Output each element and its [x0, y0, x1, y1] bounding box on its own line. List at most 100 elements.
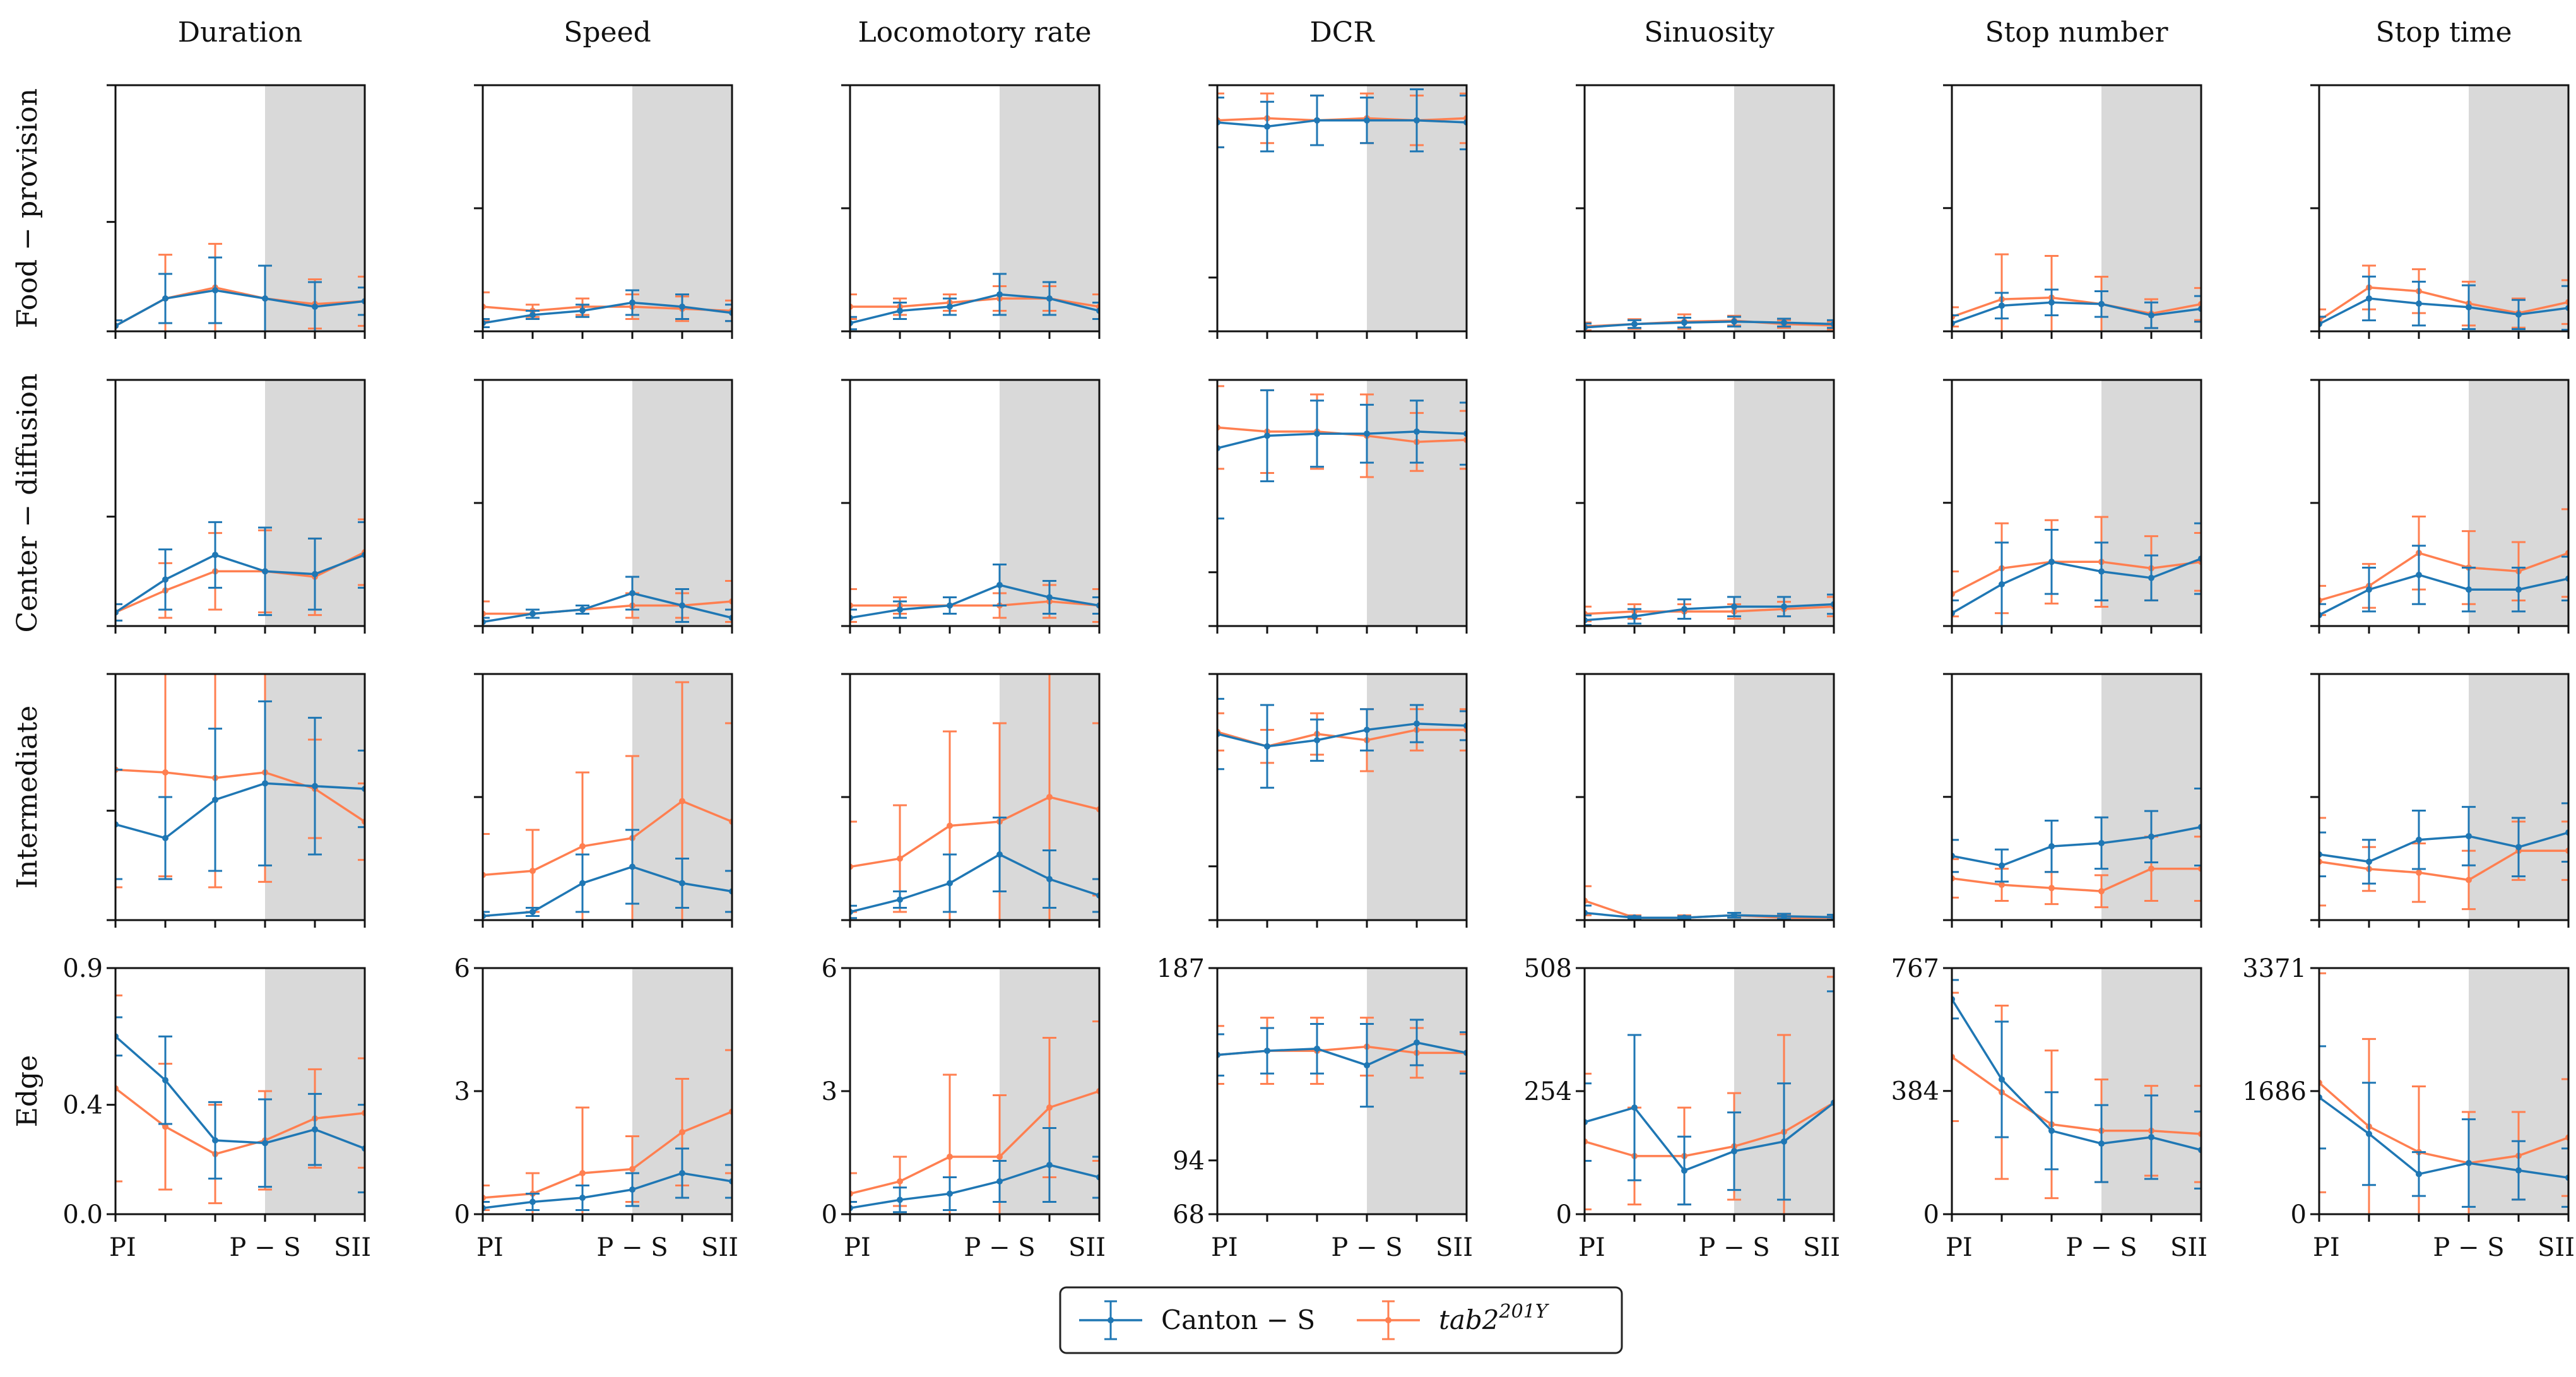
series-line-tab2 [1952, 296, 2201, 318]
column-title-speed: Speed [564, 16, 651, 49]
series-line-canton [1952, 998, 2201, 1151]
data-point [1046, 594, 1053, 601]
series-canton [2319, 545, 2568, 626]
series-canton [1585, 990, 1834, 1214]
data-point [1414, 1039, 1420, 1046]
data-point [2048, 1127, 2055, 1134]
data-point [897, 855, 903, 862]
data-point [996, 582, 1003, 588]
series-line-canton [115, 782, 365, 839]
series-canton [850, 273, 1099, 331]
series-line-tab2 [2319, 552, 2568, 602]
series-line-canton [483, 592, 732, 623]
data-point [1731, 603, 1737, 610]
panel-dcr-center-diffusion [1208, 379, 1468, 634]
series-line-tab2 [483, 1110, 732, 1199]
panel-frame [1216, 84, 1468, 333]
series-canton [483, 1147, 732, 1214]
data-point [2366, 586, 2372, 593]
series-canton [1217, 697, 1467, 789]
legend: Canton − S tab2201Y [1059, 1286, 1623, 1354]
panel-stop-number-edge: 0 384 767 PI P − S SII [1891, 954, 2207, 1262]
series-line-tab2 [1585, 1101, 1834, 1157]
series-canton [1952, 288, 2201, 331]
legend-entry-tab2: tab2201Y [1357, 1300, 1550, 1340]
y-tick-label: 0 [454, 1200, 470, 1229]
data-point [679, 880, 685, 887]
series-line-canton [850, 1164, 1099, 1210]
data-point [312, 570, 318, 577]
panel-speed-intermediate [474, 673, 733, 928]
x-tick-label: P − S [2065, 1233, 2137, 1262]
data-point [1264, 1048, 1270, 1055]
data-point [1999, 581, 2005, 588]
data-point [212, 287, 218, 293]
data-point [579, 1170, 586, 1176]
data-point [1364, 117, 1370, 124]
data-point [2466, 1160, 2472, 1167]
x-tick-label: SII [1436, 1233, 1473, 1262]
data-point [1046, 295, 1053, 302]
x-tick-label: SII [1803, 1233, 1840, 1262]
series-canton [115, 521, 365, 622]
data-point [529, 312, 536, 318]
data-point [1731, 1148, 1737, 1155]
y-tick-label: 6 [822, 954, 837, 983]
series-line-tab2 [2319, 849, 2568, 882]
data-point [1631, 1104, 1638, 1111]
data-point [1414, 720, 1420, 727]
data-point [2466, 832, 2472, 839]
data-point [1314, 117, 1320, 124]
x-tick-label: P − S [1698, 1233, 1770, 1262]
data-point [679, 304, 685, 310]
data-point [212, 552, 218, 558]
panel-dcr-intermediate [1208, 673, 1468, 928]
data-point [2416, 869, 2422, 876]
series-line-tab2 [483, 800, 732, 877]
y-tick-label: 0 [1923, 1200, 1939, 1229]
panel-stop-time-edge: 0 1686 3371 PI P − S SII [2242, 954, 2575, 1262]
x-tick-label: PI [1578, 1233, 1605, 1262]
data-point [2466, 877, 2472, 884]
shaded-region [1367, 968, 1467, 1214]
panel-frame [114, 379, 366, 627]
panel-sinuosity-edge: 0 254 508 PI P − S SII [1524, 954, 1840, 1262]
panel-frame [114, 673, 366, 921]
x-tick-label: PI [1946, 1233, 1973, 1262]
data-point [2148, 1133, 2154, 1140]
data-point [629, 1166, 635, 1173]
row-label-edge: Edge [11, 1055, 44, 1128]
series-line-tab2 [115, 768, 365, 823]
series-canton [1585, 593, 1834, 626]
series-line-tab2 [1952, 867, 2201, 892]
series-canton [1585, 904, 1834, 920]
data-point [579, 1195, 586, 1201]
data-point [2515, 586, 2522, 593]
x-tick-label: P − S [596, 1233, 668, 1262]
shaded-region [2469, 674, 2568, 920]
data-point [679, 798, 685, 805]
data-point [529, 868, 536, 874]
panel-locomotory-rate-intermediate [841, 673, 1101, 928]
row-label-intermediate: Intermediate [11, 706, 44, 889]
data-point [1681, 914, 1687, 920]
y-tick-label: 1686 [2242, 1077, 2307, 1106]
data-point [1264, 123, 1270, 130]
series-canton [1952, 979, 2201, 1190]
data-point [529, 909, 536, 915]
data-point [947, 602, 953, 609]
column-title-stop-number: Stop number [1985, 16, 2168, 49]
data-point [1314, 1045, 1320, 1052]
data-point [162, 576, 168, 583]
data-point [2098, 839, 2105, 846]
panel-locomotory-rate-edge: 0 3 6 PI P − S SII [822, 954, 1106, 1262]
series-line-tab2 [483, 600, 732, 615]
y-tick-label: 0.0 [62, 1200, 103, 1229]
data-point [262, 568, 268, 575]
x-tick-label: PI [2313, 1233, 2340, 1262]
series-canton [1217, 88, 1467, 153]
series-line-canton [1585, 320, 1834, 329]
series-line-tab2 [115, 1087, 365, 1155]
data-point [947, 880, 953, 887]
data-point [529, 1198, 536, 1205]
